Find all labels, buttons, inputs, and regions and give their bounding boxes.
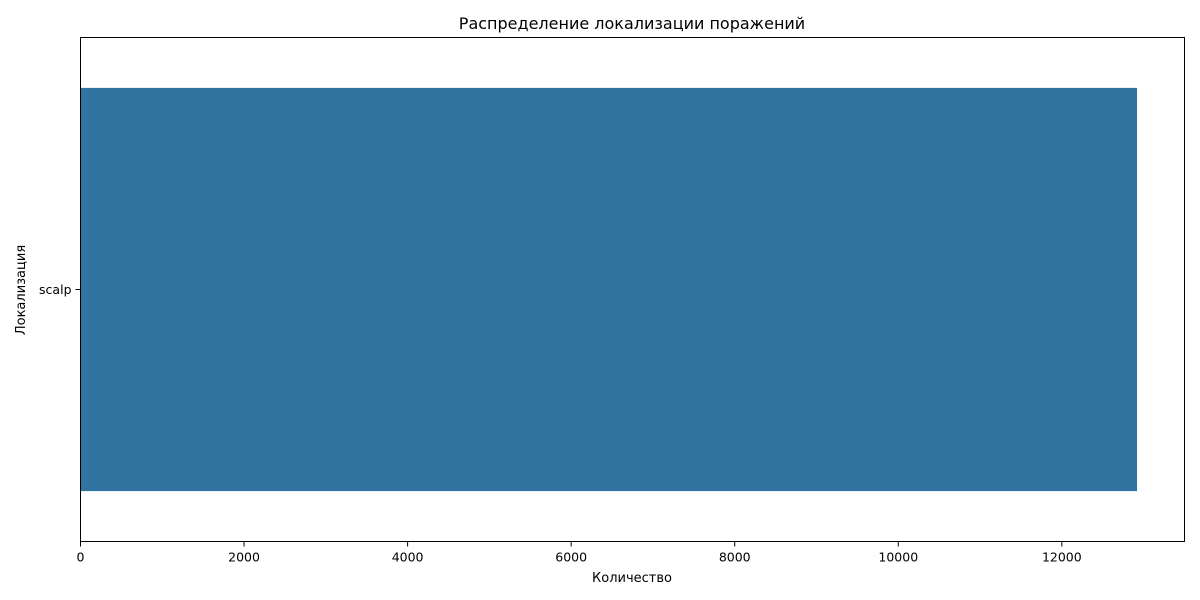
bars-layer xyxy=(80,87,1138,492)
x-tick-label: 12000 xyxy=(1042,550,1082,565)
x-tick-label: 6000 xyxy=(555,550,587,565)
y-axis-ticks: scalp xyxy=(39,282,81,297)
x-tick-label: 4000 xyxy=(392,550,424,565)
x-tick-label: 10000 xyxy=(878,550,918,565)
bar-scalp xyxy=(80,87,1138,492)
y-axis-label: Локализация xyxy=(14,245,29,335)
x-axis-ticks: 0 2000 4000 6000 8000 10000 12000 xyxy=(77,541,1082,565)
y-tick-label: scalp xyxy=(39,282,72,297)
chart-title: Распределение локализации поражений xyxy=(459,14,805,33)
x-tick-label: 2000 xyxy=(228,550,260,565)
plot-frame xyxy=(80,37,1185,542)
x-tick-label: 8000 xyxy=(719,550,751,565)
x-tick-label: 0 xyxy=(77,550,85,565)
x-axis-label: Количество xyxy=(592,571,672,586)
